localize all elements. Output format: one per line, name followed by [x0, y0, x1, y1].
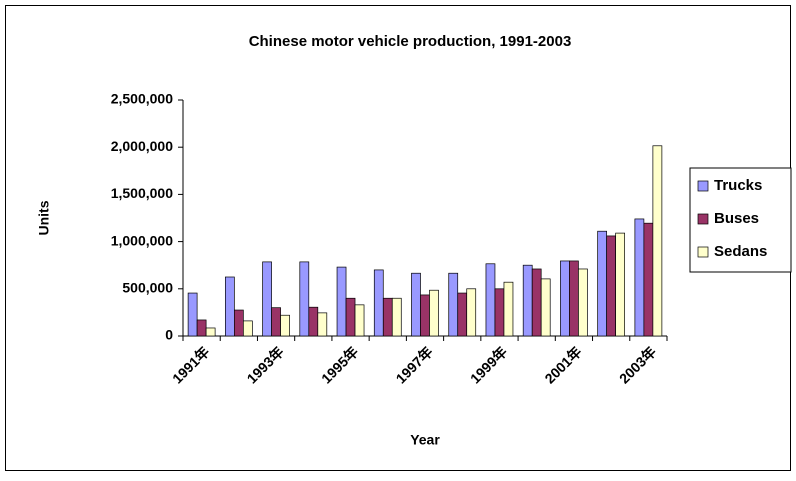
y-tick-label: 1,000,000	[111, 232, 173, 248]
bar	[224, 276, 235, 337]
bar	[354, 304, 365, 337]
bar	[196, 319, 207, 337]
bar	[187, 292, 198, 337]
bar	[391, 297, 402, 337]
bar	[531, 268, 542, 337]
bar	[280, 314, 290, 337]
legend-label: Sedans	[714, 243, 767, 260]
bar	[652, 145, 663, 337]
bar	[606, 235, 617, 337]
legend-label: Buses	[714, 210, 759, 227]
bar	[242, 320, 253, 337]
bar	[448, 272, 459, 337]
bar	[373, 269, 384, 337]
bar	[262, 261, 272, 337]
bar	[271, 307, 281, 337]
bar	[466, 288, 477, 337]
bar	[569, 260, 579, 337]
bar	[382, 297, 393, 337]
bar	[299, 261, 310, 337]
bar	[615, 232, 626, 337]
bar	[336, 266, 347, 337]
chart-title: Chinese motor vehicle production, 1991-2…	[249, 33, 572, 50]
bar	[485, 263, 496, 337]
bar	[578, 268, 588, 337]
bar	[205, 327, 216, 337]
bar	[634, 218, 645, 337]
bar	[597, 230, 608, 337]
legend-swatch	[697, 180, 709, 192]
bar	[643, 222, 654, 337]
bar	[457, 292, 468, 337]
y-tick-label: 0	[165, 327, 173, 343]
bar	[420, 294, 430, 337]
legend-swatch	[697, 246, 709, 258]
y-tick-label: 2,500,000	[111, 91, 173, 107]
bar	[411, 272, 421, 337]
x-axis-label: Year	[410, 432, 440, 448]
y-tick-label: 1,500,000	[111, 185, 173, 201]
y-tick-label: 2,000,000	[111, 138, 173, 154]
bar	[308, 306, 319, 337]
bar	[233, 309, 244, 337]
bar	[317, 312, 328, 337]
y-tick-label: 500,000	[122, 280, 173, 296]
bar	[494, 288, 505, 337]
legend-swatch	[697, 213, 709, 225]
bar	[522, 264, 533, 337]
bar	[345, 297, 356, 337]
y-axis-label: Units	[36, 200, 52, 235]
bar	[560, 260, 570, 337]
bar	[503, 281, 514, 337]
legend-label: Trucks	[714, 177, 762, 194]
bar	[540, 278, 551, 337]
bar	[429, 289, 439, 337]
